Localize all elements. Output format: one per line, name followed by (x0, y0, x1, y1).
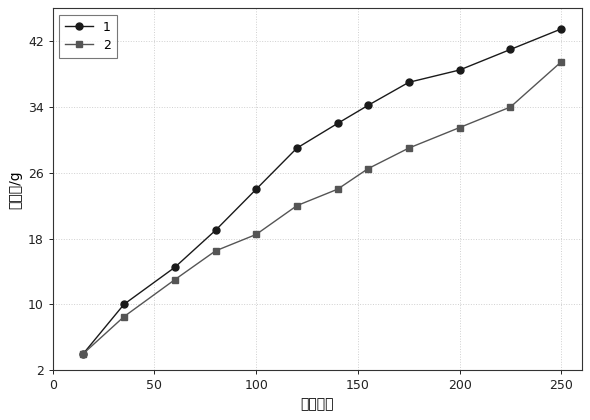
2 (507, 105, 514, 110)
2 (120, 314, 127, 319)
1 (334, 121, 341, 126)
1 (365, 103, 372, 108)
1 (212, 228, 219, 233)
1 (507, 47, 514, 52)
Y-axis label: 失水量/g: 失水量/g (8, 170, 22, 208)
1 (80, 351, 87, 356)
2 (253, 232, 260, 237)
2 (171, 277, 178, 282)
2 (405, 146, 412, 151)
Line: 2: 2 (80, 58, 565, 357)
2 (80, 351, 87, 356)
2 (456, 125, 463, 130)
2 (293, 203, 300, 208)
1 (456, 68, 463, 73)
2 (365, 166, 372, 171)
2 (212, 248, 219, 253)
Legend: 1, 2: 1, 2 (59, 15, 117, 58)
1 (253, 186, 260, 192)
2 (334, 186, 341, 192)
1 (120, 302, 127, 307)
1 (171, 265, 178, 270)
1 (405, 80, 412, 85)
2 (558, 59, 565, 64)
1 (558, 26, 565, 32)
X-axis label: 循环次数: 循环次数 (300, 398, 334, 412)
Line: 1: 1 (80, 26, 565, 357)
1 (293, 146, 300, 151)
